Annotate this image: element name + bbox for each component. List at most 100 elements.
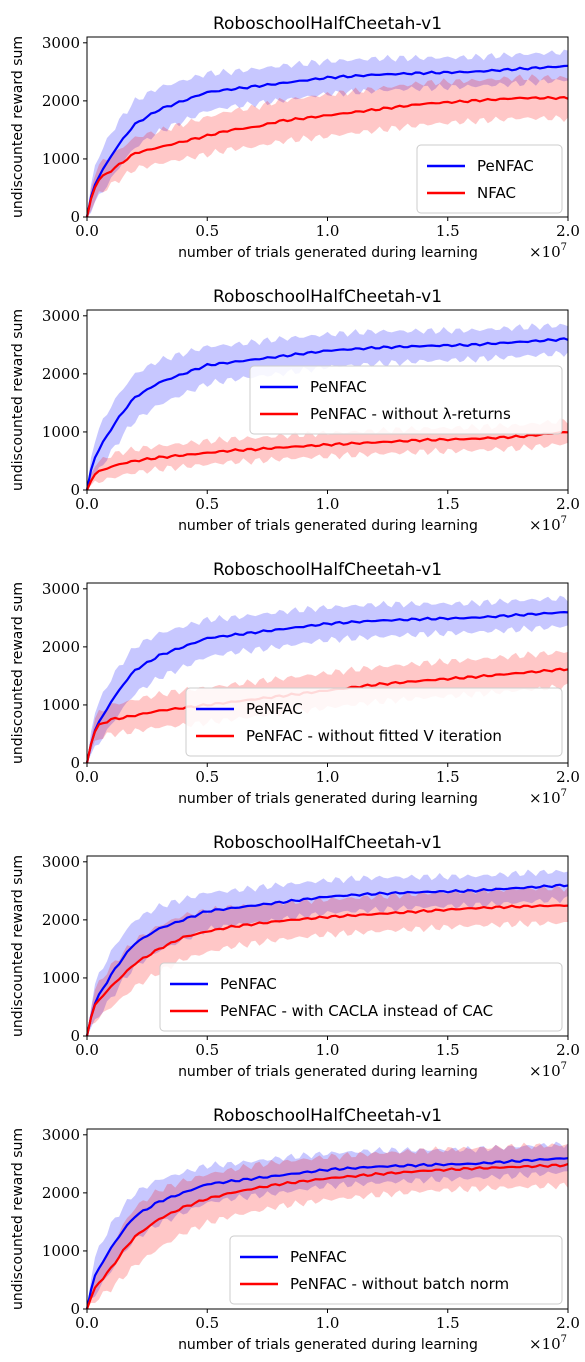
x-tick-label: 1.5 xyxy=(436,1041,460,1059)
chart-title: RoboschoolHalfCheetah-v1 xyxy=(213,560,442,580)
legend: PeNFAC PeNFAC - without batch norm xyxy=(229,1235,563,1305)
x-tick-label: 1.0 xyxy=(316,495,340,513)
series-line-penfac xyxy=(85,1157,569,1310)
y-axis-label: undiscounted reward sum xyxy=(10,1128,26,1310)
series-line-penfac xyxy=(85,610,569,764)
x-axis-label: number of trials generated during learni… xyxy=(178,1337,478,1353)
y-tick-label: 0 xyxy=(70,754,80,772)
y-axis-label: undiscounted reward sum xyxy=(10,582,26,764)
chart-panel-1: RoboschoolHalfCheetah-v1 0.0 0.5 1.0 1.5 2.0 0… xyxy=(10,14,580,261)
x-tick-label: 0.0 xyxy=(75,495,99,513)
legend-label: PeNFAC xyxy=(290,1248,347,1266)
series-line-penfac xyxy=(85,337,569,491)
y-tick-label: 3000 xyxy=(42,580,80,598)
x-tick-label: 0.5 xyxy=(195,768,219,786)
legend-label: NFAC xyxy=(477,184,516,202)
y-tick-label: 1000 xyxy=(42,696,80,714)
series-line-variant xyxy=(85,430,569,491)
x-tick-label: 2.0 xyxy=(556,1314,580,1332)
y-tick-label: 0 xyxy=(70,1027,80,1045)
x-tick-label: 2.0 xyxy=(556,768,580,786)
legend-box xyxy=(229,1235,563,1305)
chart-title: RoboschoolHalfCheetah-v1 xyxy=(213,287,442,307)
x-tick-label: 1.0 xyxy=(316,768,340,786)
x-tick-label: 2.0 xyxy=(556,222,580,240)
chart-panel-5: RoboschoolHalfCheetah-v1 0.0 0.5 1.0 1.5 2.0 0… xyxy=(10,1106,580,1353)
y-tick-label: 3000 xyxy=(42,307,80,325)
x-tick-label: 0.0 xyxy=(75,1314,99,1332)
legend: PeNFAC PeNFAC - without λ-returns xyxy=(249,365,563,435)
legend-box xyxy=(249,365,563,435)
chart-title: RoboschoolHalfCheetah-v1 xyxy=(213,1106,442,1126)
series-band-variant xyxy=(87,418,568,490)
y-tick-label: 1000 xyxy=(42,1242,80,1260)
x-multiplier: ×107 xyxy=(529,1061,567,1080)
legend: PeNFAC NFAC xyxy=(416,144,563,214)
y-tick-label: 1000 xyxy=(42,969,80,987)
chart-panel-4: RoboschoolHalfCheetah-v1 0.0 0.5 1.0 1.5 2.0 0… xyxy=(10,833,580,1080)
x-axis-label: number of trials generated during learni… xyxy=(178,1064,478,1080)
series-band-variant xyxy=(87,74,568,217)
y-tick-label: 0 xyxy=(70,481,80,499)
y-tick-label: 2000 xyxy=(42,1184,80,1202)
x-tick-label: 0.5 xyxy=(195,1314,219,1332)
y-axis-label: undiscounted reward sum xyxy=(10,36,26,218)
y-tick-label: 2000 xyxy=(42,92,80,110)
x-multiplier: ×107 xyxy=(529,1334,567,1353)
legend-box xyxy=(416,144,563,214)
x-tick-label: 0.0 xyxy=(75,768,99,786)
x-tick-label: 1.5 xyxy=(436,768,460,786)
chart-title: RoboschoolHalfCheetah-v1 xyxy=(213,833,442,853)
x-tick-label: 1.5 xyxy=(436,1314,460,1332)
series-line-variant xyxy=(85,95,569,218)
y-axis-label: undiscounted reward sum xyxy=(10,309,26,491)
x-tick-label: 1.5 xyxy=(436,495,460,513)
y-tick-label: 0 xyxy=(70,208,80,226)
x-axis-label: number of trials generated during learni… xyxy=(178,518,478,534)
legend-label: PeNFAC - without batch norm xyxy=(290,1275,509,1293)
x-tick-label: 1.5 xyxy=(436,222,460,240)
legend-label: PeNFAC xyxy=(477,157,534,175)
x-axis-label: number of trials generated during learni… xyxy=(178,791,478,807)
series-line-variant xyxy=(85,1162,569,1310)
chart-title: RoboschoolHalfCheetah-v1 xyxy=(213,14,442,34)
y-tick-label: 0 xyxy=(70,1300,80,1318)
x-axis-label: number of trials generated during learni… xyxy=(178,245,478,261)
chart-panel-2: RoboschoolHalfCheetah-v1 0.0 0.5 1.0 1.5 2.0 0… xyxy=(10,287,580,534)
y-tick-label: 3000 xyxy=(42,34,80,52)
x-tick-label: 2.0 xyxy=(556,495,580,513)
legend-label: PeNFAC - without λ-returns xyxy=(310,405,511,423)
x-tick-label: 0.5 xyxy=(195,222,219,240)
legend: PeNFAC PeNFAC - with CACLA instead of CAC xyxy=(159,962,563,1032)
y-tick-label: 2000 xyxy=(42,638,80,656)
y-tick-label: 3000 xyxy=(42,853,80,871)
y-tick-label: 1000 xyxy=(42,423,80,441)
y-tick-label: 3000 xyxy=(42,1126,80,1144)
x-tick-label: 1.0 xyxy=(316,1041,340,1059)
x-tick-label: 0.0 xyxy=(75,222,99,240)
series-line-penfac xyxy=(85,883,569,1037)
series-line-variant xyxy=(85,904,569,1037)
legend-label: PeNFAC xyxy=(246,700,303,718)
x-tick-label: 2.0 xyxy=(556,1041,580,1059)
y-tick-label: 1000 xyxy=(42,150,80,168)
legend-label: PeNFAC - without fitted V iteration xyxy=(246,727,502,745)
y-tick-label: 2000 xyxy=(42,365,80,383)
legend-label: PeNFAC xyxy=(310,378,367,396)
legend-label: PeNFAC - with CACLA instead of CAC xyxy=(220,1002,493,1020)
chart-panel-3: RoboschoolHalfCheetah-v1 0.0 0.5 1.0 1.5 2.0 0… xyxy=(10,560,580,807)
y-axis-label: undiscounted reward sum xyxy=(10,855,26,1037)
series-band-variant xyxy=(87,885,568,1036)
legend-box xyxy=(185,687,563,757)
x-tick-label: 0.5 xyxy=(195,495,219,513)
x-tick-label: 1.0 xyxy=(316,1314,340,1332)
series-line-penfac xyxy=(85,64,569,218)
x-tick-label: 1.0 xyxy=(316,222,340,240)
x-tick-label: 0.0 xyxy=(75,1041,99,1059)
x-multiplier: ×107 xyxy=(529,788,567,807)
legend-box xyxy=(159,962,563,1032)
x-multiplier: ×107 xyxy=(529,242,567,261)
y-tick-label: 2000 xyxy=(42,911,80,929)
x-multiplier: ×107 xyxy=(529,515,567,534)
